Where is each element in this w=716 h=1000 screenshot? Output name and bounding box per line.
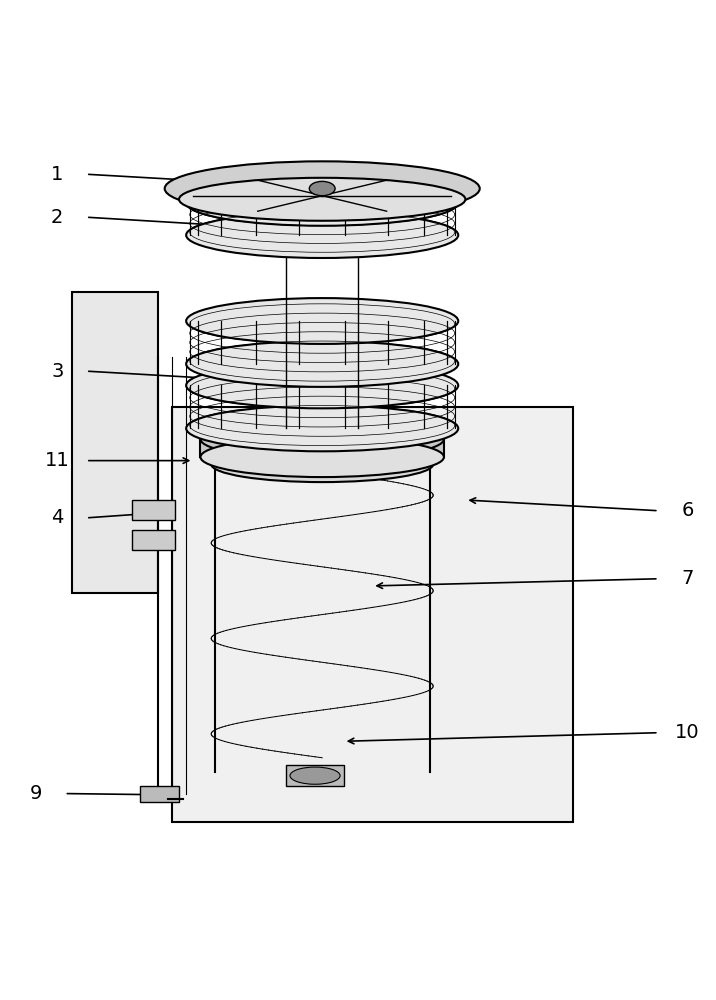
Text: 9: 9 bbox=[29, 784, 42, 803]
Ellipse shape bbox=[211, 446, 433, 482]
Text: 7: 7 bbox=[681, 569, 694, 588]
Ellipse shape bbox=[186, 298, 458, 344]
Bar bbox=[286, 765, 344, 786]
Ellipse shape bbox=[290, 767, 340, 784]
Bar bbox=[132, 500, 175, 520]
Ellipse shape bbox=[165, 161, 480, 216]
Ellipse shape bbox=[309, 181, 335, 196]
Text: 6: 6 bbox=[681, 501, 694, 520]
Text: 11: 11 bbox=[45, 451, 69, 470]
Bar bbox=[172, 407, 573, 822]
Bar bbox=[140, 786, 179, 802]
Ellipse shape bbox=[186, 363, 458, 408]
Bar bbox=[200, 439, 444, 457]
Ellipse shape bbox=[186, 180, 458, 226]
Ellipse shape bbox=[200, 419, 444, 459]
Ellipse shape bbox=[186, 212, 458, 258]
Text: 2: 2 bbox=[51, 208, 64, 227]
Ellipse shape bbox=[186, 405, 458, 451]
Text: 4: 4 bbox=[51, 508, 64, 527]
Ellipse shape bbox=[200, 437, 444, 477]
Ellipse shape bbox=[179, 178, 465, 221]
Bar bbox=[132, 530, 175, 550]
Text: 10: 10 bbox=[675, 723, 700, 742]
Bar bbox=[72, 292, 158, 593]
Ellipse shape bbox=[186, 341, 458, 387]
Text: 3: 3 bbox=[51, 362, 64, 381]
Text: 1: 1 bbox=[51, 165, 64, 184]
